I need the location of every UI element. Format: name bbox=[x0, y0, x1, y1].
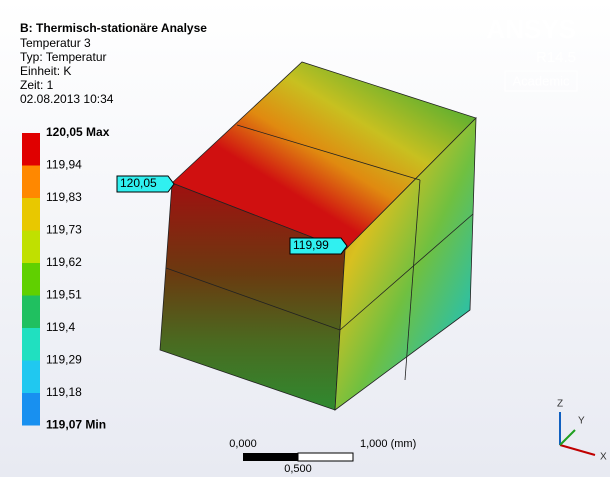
legend-label: 119,07 Min bbox=[46, 418, 106, 432]
header-line: Einheit: K bbox=[20, 64, 71, 78]
scale-label: 0,500 bbox=[284, 463, 312, 475]
probe-label: 119,99 bbox=[293, 238, 329, 252]
legend-label: 119,73 bbox=[46, 223, 82, 237]
mesh-edge bbox=[236, 124, 421, 181]
axis-label: X bbox=[600, 452, 607, 463]
scale-bar bbox=[297, 452, 354, 462]
mesh-edge bbox=[404, 179, 421, 381]
legend-band bbox=[22, 393, 40, 426]
header-line: Typ: Temperatur bbox=[20, 50, 106, 64]
legend-band bbox=[22, 328, 40, 361]
header-line: Zeit: 1 bbox=[20, 78, 54, 92]
logo-box bbox=[504, 70, 578, 92]
legend-label: 119,51 bbox=[46, 288, 82, 302]
legend-band bbox=[22, 263, 40, 296]
scale-label: 1,000 (mm) bbox=[360, 438, 416, 450]
axis-x bbox=[559, 444, 596, 456]
scale-label: 0,000 bbox=[229, 438, 257, 450]
legend-band bbox=[22, 133, 40, 166]
legend-label: 119,94 bbox=[46, 158, 82, 172]
header-line: Temperatur 3 bbox=[20, 36, 91, 50]
legend-band bbox=[22, 230, 40, 263]
legend-band bbox=[22, 295, 40, 328]
legend-label: 119,62 bbox=[46, 255, 82, 269]
cube-right bbox=[334, 116, 477, 411]
logo-version: R14.5 bbox=[536, 49, 576, 66]
probe-label: 120,05 bbox=[120, 176, 157, 190]
legend-label: 119,4 bbox=[46, 320, 75, 334]
legend-label: 119,83 bbox=[46, 190, 82, 204]
probe bbox=[116, 175, 175, 193]
legend-label: 119,18 bbox=[46, 385, 82, 399]
legend-label: 119,29 bbox=[46, 353, 82, 367]
mesh-edge bbox=[165, 267, 341, 331]
legend-band bbox=[22, 360, 40, 393]
probe bbox=[289, 237, 348, 255]
axis-y bbox=[559, 429, 576, 446]
legend-band bbox=[22, 165, 40, 198]
axis-label: Y bbox=[578, 416, 585, 427]
axis-label: Z bbox=[557, 399, 563, 410]
mesh-edge bbox=[339, 213, 474, 331]
scale-bar bbox=[243, 453, 298, 461]
header-line: 02.08.2013 10:34 bbox=[20, 92, 114, 106]
logo-name: ANSYS bbox=[486, 14, 576, 44]
legend-label: 120,05 Max bbox=[46, 125, 110, 139]
title: B: Thermisch-stationäre Analyse bbox=[20, 21, 207, 35]
legend-band bbox=[22, 198, 40, 231]
logo-edition: Academic bbox=[512, 73, 570, 88]
